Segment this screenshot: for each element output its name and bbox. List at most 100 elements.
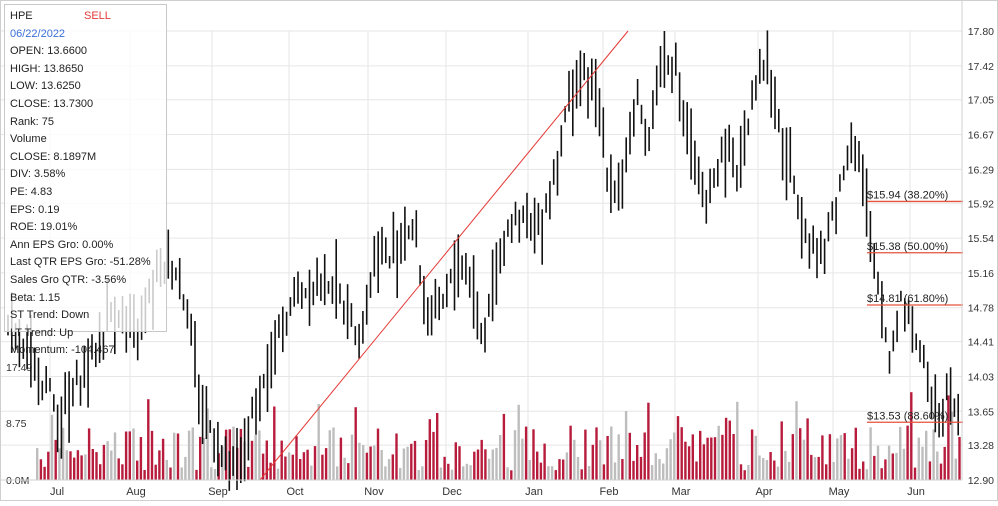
fib-level-label: $15.38 (50.00%) xyxy=(867,241,948,253)
price-tick-label: 14.03 xyxy=(968,371,994,383)
volume-bar xyxy=(895,452,898,480)
volume-bar xyxy=(450,469,454,480)
volume-bar xyxy=(295,436,298,480)
volume-bar xyxy=(58,448,61,480)
volume-bar xyxy=(476,449,480,480)
info-row: CLOSE: 13.7300 xyxy=(10,97,94,110)
volume-bar xyxy=(562,459,565,480)
info-row: EPS: 0.19 xyxy=(10,203,60,216)
volume-bar xyxy=(639,456,643,480)
info-row: Volume xyxy=(10,133,47,146)
volume-bar xyxy=(539,462,543,480)
volume-bar xyxy=(299,459,302,480)
volume-bar xyxy=(462,466,465,480)
volume-bar xyxy=(643,432,646,480)
volume-bar xyxy=(843,433,846,480)
volume-bar xyxy=(443,456,446,480)
volume-bar xyxy=(847,458,850,480)
price-tick-label: 15.54 xyxy=(968,233,994,245)
price-tick-label: 17.05 xyxy=(968,95,994,107)
volume-bar xyxy=(247,466,250,480)
volume-bar xyxy=(206,408,209,480)
volume-bar xyxy=(628,432,631,480)
volume-bar xyxy=(339,437,343,480)
volume-bar xyxy=(858,468,861,480)
volume-bar xyxy=(687,446,691,480)
volume-bar xyxy=(521,438,524,480)
volume-bar xyxy=(495,447,498,480)
volume-bar xyxy=(732,434,735,480)
volume-bar xyxy=(428,419,431,480)
volume-bar xyxy=(139,437,143,480)
volume-bar xyxy=(602,464,606,480)
volume-bar xyxy=(113,432,117,480)
volume-bar xyxy=(354,407,357,480)
volume-tick-label: 8.75 xyxy=(6,418,27,430)
volume-bar xyxy=(906,425,909,480)
volume-bar xyxy=(406,446,409,480)
volume-bar xyxy=(832,462,835,480)
volume-bar xyxy=(421,466,424,480)
volume-bar xyxy=(654,453,657,480)
volume-bar xyxy=(921,446,924,480)
volume-bar xyxy=(873,455,876,480)
volume-bar xyxy=(499,435,502,480)
volume-bar xyxy=(710,437,713,480)
volume-bar xyxy=(191,427,194,480)
volume-bar xyxy=(291,454,294,480)
volume-bar xyxy=(528,460,531,480)
x-tick-label: Jun xyxy=(907,486,925,498)
volume-bar xyxy=(691,434,694,480)
volume-bar xyxy=(787,461,791,480)
info-row: ROE: 19.01% xyxy=(10,221,78,234)
volume-bar xyxy=(599,440,602,480)
volume-bar xyxy=(799,428,802,480)
price-tick-label: 13.65 xyxy=(968,406,994,418)
volume-bar xyxy=(910,392,913,480)
volume-bar xyxy=(524,426,528,480)
volume-bar xyxy=(61,427,65,480)
volume-bar xyxy=(662,463,665,480)
volume-bar xyxy=(547,466,550,480)
volume-bar xyxy=(317,404,320,480)
volume-bar xyxy=(850,448,854,480)
volume-bar xyxy=(373,445,376,480)
info-row: HIGH: 13.8650 xyxy=(10,62,84,75)
volume-bar xyxy=(276,468,280,480)
volume-bar xyxy=(439,467,443,480)
volume-bar xyxy=(195,469,198,480)
volume-bar xyxy=(817,456,820,480)
volume-bar xyxy=(102,444,106,480)
volume-bar xyxy=(265,440,268,480)
volume-tick-label: 0.0M xyxy=(6,475,29,487)
volume-bar xyxy=(250,440,254,480)
volume-bar xyxy=(695,461,698,480)
volume-bar xyxy=(213,469,217,480)
volume-bar xyxy=(187,430,191,480)
volume-bar xyxy=(343,457,346,480)
volume-bar xyxy=(702,444,706,480)
volume-bar xyxy=(813,457,817,480)
volume-bar xyxy=(610,426,613,480)
volume-bar xyxy=(502,413,506,480)
volume-bar xyxy=(513,430,517,480)
volume-bar xyxy=(484,449,487,480)
volume-bar xyxy=(169,467,172,480)
info-row: LT Trend: Up xyxy=(10,326,74,339)
price-tick-label: 13.28 xyxy=(968,440,994,452)
volume-bar xyxy=(543,443,546,480)
volume-bar xyxy=(369,446,372,480)
volume-bar xyxy=(76,450,80,480)
volume-bar xyxy=(161,438,165,480)
volume-bar xyxy=(380,450,383,480)
x-tick-label: Oct xyxy=(286,486,303,498)
volume-bar xyxy=(84,454,87,480)
volume-bar xyxy=(510,470,513,480)
volume-bar xyxy=(424,440,428,480)
volume-bar xyxy=(647,402,650,480)
volume-bar xyxy=(365,452,369,480)
info-row: Last QTR EPS Gro: -51.28% xyxy=(10,256,151,269)
volume-bar xyxy=(413,440,417,480)
volume-bar xyxy=(517,404,520,480)
